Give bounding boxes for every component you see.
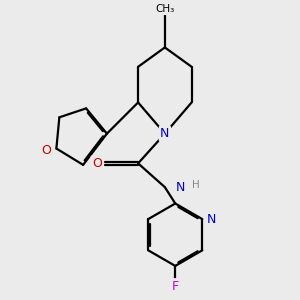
Text: H: H bbox=[192, 180, 200, 190]
Text: O: O bbox=[92, 157, 102, 170]
Text: F: F bbox=[172, 280, 179, 292]
Text: CH₃: CH₃ bbox=[155, 4, 175, 14]
Text: N: N bbox=[175, 181, 184, 194]
Text: N: N bbox=[207, 213, 216, 226]
Text: O: O bbox=[41, 143, 51, 157]
Text: N: N bbox=[160, 127, 170, 140]
